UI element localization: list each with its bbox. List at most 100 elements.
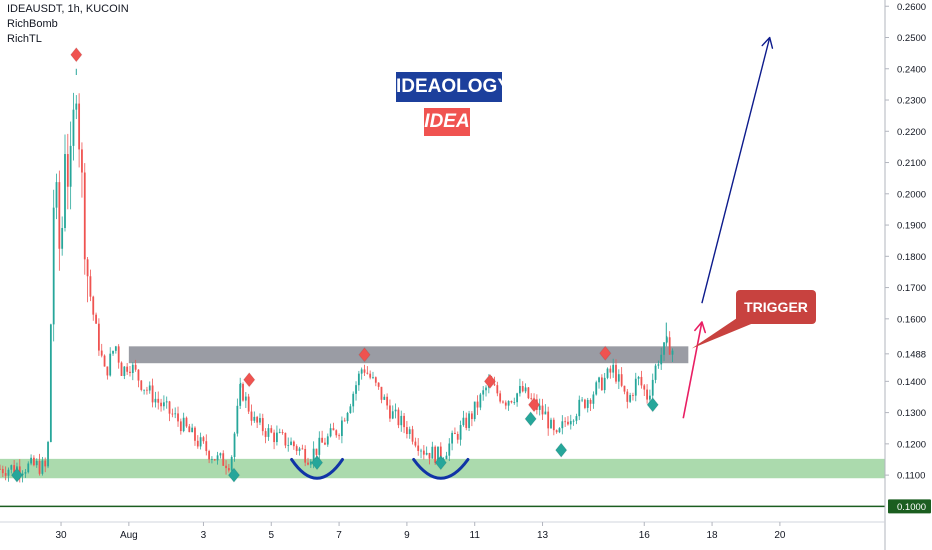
candle-body (239, 383, 242, 406)
price-tick-label: 0.2400 (897, 64, 926, 75)
price-tick-label: 0.1100 (897, 471, 925, 482)
candle-body (208, 451, 210, 460)
candle-body (188, 426, 191, 433)
candle-body (513, 402, 516, 403)
target-arrow (701, 37, 771, 304)
candles-layer (0, 68, 674, 483)
candle-body (417, 445, 420, 451)
last-price-label: 0.1488 (897, 349, 926, 360)
candle-body (137, 369, 140, 381)
candle-body (7, 469, 10, 476)
candle-body (230, 456, 233, 471)
candle-body (27, 463, 30, 473)
time-tick-label: 5 (268, 530, 274, 541)
candle-body (284, 432, 287, 446)
candle-body (250, 411, 253, 421)
time-tick-label: 16 (639, 530, 651, 541)
candle-body (103, 355, 106, 367)
time-tick-label: 20 (774, 530, 786, 541)
candle-body (47, 441, 49, 467)
candle-body (120, 362, 123, 376)
candle-body (81, 149, 83, 173)
buy-signal-diamond (646, 396, 659, 413)
sell-signal-diamond (599, 345, 612, 362)
candle-body (233, 433, 236, 457)
candle-body (521, 386, 524, 392)
price-tick-label: 0.2000 (897, 189, 926, 200)
candle-body (502, 401, 504, 403)
candle-body (97, 323, 100, 351)
indicator-richbomb-label[interactable]: RichBomb (7, 18, 58, 30)
candle-body (499, 393, 502, 402)
candle-body (606, 368, 609, 378)
candle-body (225, 465, 227, 469)
baseline-price-tag (888, 499, 931, 514)
buy-signal-diamond (227, 467, 241, 483)
price-tick-label: 0.1300 (897, 408, 926, 419)
candle-body (451, 432, 454, 444)
candle-body (78, 103, 81, 150)
candle-body (349, 406, 352, 413)
candle-body (338, 435, 340, 437)
candle-body (177, 413, 179, 422)
zones-layer (0, 346, 885, 508)
price-tick-label: 0.2200 (897, 127, 926, 138)
candle-body (259, 418, 261, 423)
candle-body (665, 337, 668, 343)
candle-body (454, 432, 456, 434)
candle-body (504, 402, 507, 406)
candle-body (154, 398, 157, 403)
baseline-price-label: 0.1000 (897, 502, 926, 513)
candle-body (194, 427, 196, 441)
candle-body (470, 413, 473, 420)
candle-body (143, 389, 146, 391)
price-tick-label: 0.2100 (897, 158, 926, 169)
price-tick-label: 0.2300 (897, 96, 926, 107)
candle-body (92, 296, 95, 315)
candle-body (112, 350, 114, 354)
candle-body (496, 385, 499, 394)
candle-body (360, 369, 363, 374)
time-tick-label: 18 (707, 530, 719, 541)
candle-body (131, 364, 134, 374)
candle-body (191, 427, 194, 433)
candle-body (49, 324, 52, 442)
candle-body (569, 421, 572, 425)
candle-body (544, 411, 547, 415)
candle-body (538, 405, 541, 410)
candle-body (476, 401, 479, 408)
candle-body (584, 399, 586, 408)
time-tick-label: 7 (336, 530, 342, 541)
sell-signal-diamond (527, 396, 541, 413)
sell-signal-diamond (483, 373, 497, 390)
candle-body (315, 448, 318, 455)
candle-body (586, 400, 589, 408)
candle-body (598, 377, 600, 383)
candle-body (140, 380, 143, 390)
buy-signal-diamond (524, 411, 537, 427)
candle-body (649, 395, 651, 400)
candle-body (578, 399, 581, 417)
candle-body (335, 430, 338, 436)
candle-body (541, 405, 544, 415)
candle-body (261, 418, 264, 432)
candle-body (100, 350, 103, 356)
symbol-title[interactable]: IDEAUSDT, 1h, KUCOIN (7, 3, 129, 15)
candle-body (253, 416, 256, 421)
candle-body (595, 382, 598, 395)
arrows-layer (682, 36, 774, 419)
candle-body (609, 368, 612, 373)
candle-body (530, 398, 533, 399)
candle-body (18, 466, 21, 476)
candle-body (329, 428, 332, 437)
candle-body (35, 461, 38, 466)
candle-body (555, 430, 558, 433)
sell-signal-diamond (242, 371, 256, 388)
candle-body (603, 377, 606, 391)
candle-body (456, 433, 459, 440)
candle-body (561, 421, 564, 429)
candle-body (312, 448, 315, 462)
time-tick-label: 30 (55, 530, 67, 541)
indicator-richtl-label[interactable]: RichTL (7, 33, 42, 45)
